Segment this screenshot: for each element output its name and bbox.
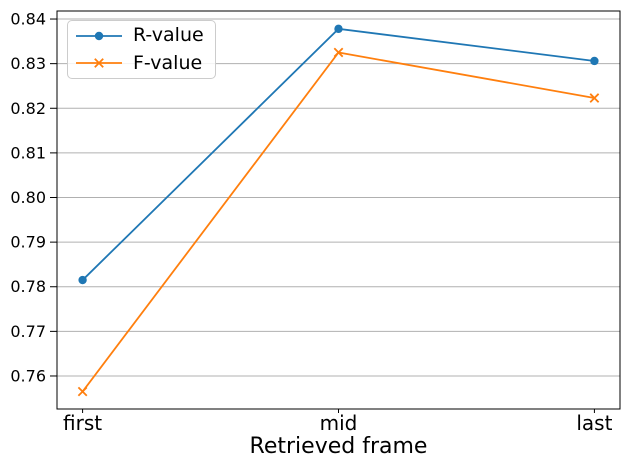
data-point-x-marker [589, 93, 600, 103]
y-tick-label: 0.77 [10, 322, 46, 341]
data-point-circle-marker [590, 56, 599, 66]
series-line-f-value [81, 51, 595, 393]
x-tick-label: mid [320, 411, 358, 435]
y-tick-label: 0.82 [10, 99, 46, 118]
y-tick-label: 0.79 [10, 233, 46, 252]
y-tick-label: 0.78 [10, 277, 46, 296]
legend: R-value F-value [67, 20, 216, 79]
legend-line-circle-icon [76, 31, 122, 40]
data-point-x-marker [77, 386, 88, 397]
y-tick-label: 0.81 [10, 143, 46, 162]
legend-label-f-value: F-value [133, 51, 203, 74]
y-tick-label: 0.76 [10, 366, 46, 385]
data-point-x-marker [333, 47, 344, 58]
x-tick-label: last [576, 411, 612, 435]
data-point-circle-marker [334, 24, 343, 34]
x-tick-label: first [63, 411, 102, 435]
y-tick-label: 0.80 [10, 188, 46, 207]
data-point-circle-marker [78, 275, 87, 285]
legend-item-r-value: R-value [75, 22, 215, 50]
legend-label-r-value: R-value [133, 24, 204, 47]
x-axis-label: Retrieved frame [249, 434, 428, 459]
y-tick-label: 0.84 [10, 10, 46, 29]
y-tick-label: 0.83 [10, 54, 46, 73]
legend-circle-marker-icon [94, 31, 104, 40]
legend-x-marker-icon [94, 58, 104, 69]
legend-item-f-value: F-value [75, 50, 215, 78]
legend-line-x-icon [76, 58, 122, 69]
axes-border [56, 10, 621, 410]
